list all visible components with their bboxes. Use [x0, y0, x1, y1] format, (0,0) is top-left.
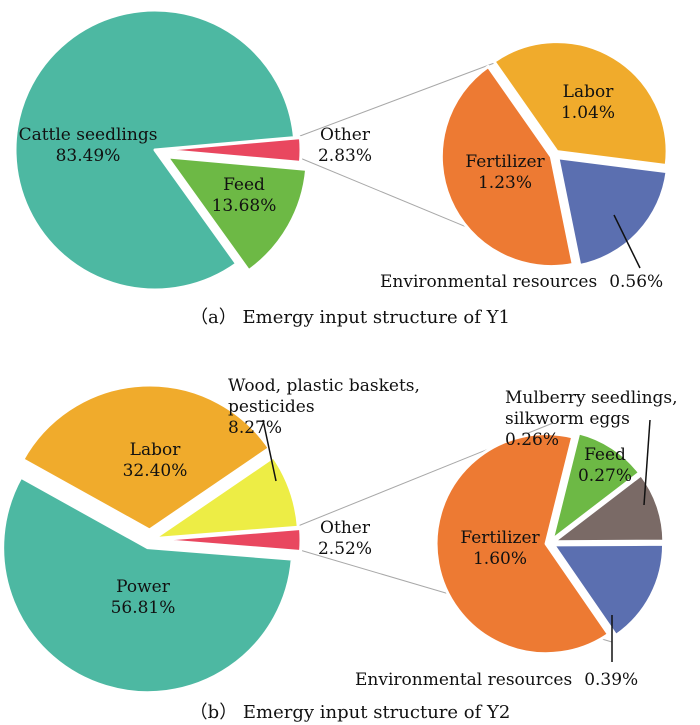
- label-mulberry-seedlings-silkworm-eggs: Mulberry seedlings, silkworm eggs 0.26%: [505, 388, 678, 450]
- y2-main-slice-labor: [21, 383, 271, 532]
- label-cattle-seedlings: Cattle seedlings 83.49%: [19, 125, 158, 166]
- y1-breakdown-slice-labor: [492, 40, 669, 168]
- caption-y2: （b） Emergy input structure of Y2: [190, 702, 511, 723]
- label-environmental-resources: Environmental resources 0.56%: [380, 272, 663, 292]
- label-labor: Labor 32.40%: [123, 440, 188, 481]
- label-other: Other 2.52%: [318, 518, 372, 559]
- y1-main-slice-cattle-seedlings: [13, 8, 296, 292]
- chart-y2: Labor 32.40% Power 56.81% Wood, plastic bask…: [1, 376, 678, 723]
- leader-mulberry-seedlings: [643, 419, 651, 506]
- y1-main-slice-feed: [165, 155, 309, 273]
- y2-main-slice-power: [1, 475, 294, 695]
- caption-y1: （a） Emergy input structure of Y1: [190, 307, 510, 328]
- leader-environmental-resources: [613, 214, 641, 269]
- label-feed: Feed 0.27%: [578, 445, 632, 486]
- y2-breakdown-slice-fertilizer: [434, 432, 610, 656]
- label-fertilizer: Fertilizer 1.60%: [460, 528, 540, 569]
- label-environmental-resources: Environmental resources 0.39%: [355, 670, 638, 690]
- label-feed: Feed 13.68%: [212, 175, 277, 216]
- y1-breakdown-slice-fertilizer: [439, 64, 575, 269]
- y1-breakdown-slice-environmental-resources: [556, 156, 669, 268]
- leader-wood-plastic-baskets-pesticides: [262, 419, 277, 482]
- y2-breakdown-slice-mulberry-seedlings-silkworm-eggs: [552, 473, 666, 544]
- y1-main-slice-other: [159, 136, 303, 164]
- breakdown-pie-y2: [434, 431, 666, 656]
- breakdown-pie-y1: [439, 40, 669, 269]
- y2-main-slice-other: [154, 527, 303, 553]
- y2-breakdown-slice-environmental-resources: [552, 542, 666, 637]
- label-fertilizer: Fertilizer 1.23%: [465, 152, 545, 193]
- label-labor: Labor 1.04%: [561, 82, 615, 123]
- main-pie-y2: [1, 383, 303, 695]
- main-pie-y1: [13, 8, 309, 292]
- label-power: Power 56.81%: [111, 577, 176, 618]
- connector-line-top: [299, 61, 498, 137]
- label-other: Other 2.83%: [318, 125, 372, 166]
- chart-y1: Cattle seedlings 83.49% Feed 13.68% Other 2.8…: [13, 8, 669, 328]
- y2-breakdown-slice-feed: [550, 431, 642, 542]
- label-wood-plastic-baskets-pesticides: Wood, plastic baskets, pesticides 8.27%: [228, 376, 420, 438]
- y2-main-slice-wood-plastic-baskets-pesticides: [152, 455, 300, 541]
